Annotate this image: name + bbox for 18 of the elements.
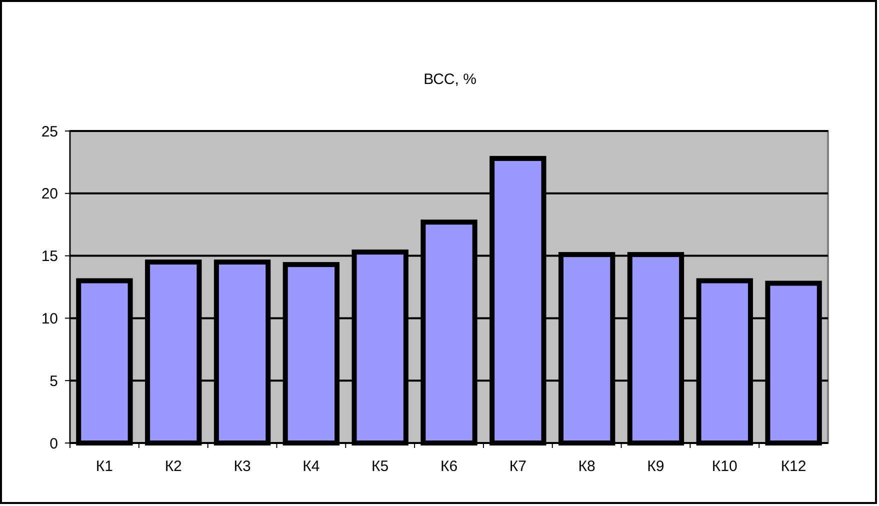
y-tick-label: 5 [50, 372, 58, 390]
y-tick-label: 20 [41, 186, 58, 203]
x-tick-label: К9 [647, 458, 664, 475]
x-tick-label: К5 [372, 458, 389, 475]
x-tick-label: К6 [440, 458, 458, 475]
x-tick-label: К4 [302, 458, 320, 475]
x-tick-label: К2 [164, 458, 182, 475]
x-tick-label: К7 [509, 458, 526, 475]
x-tick-label: К8 [578, 458, 596, 475]
chart-title: ВСС, % [424, 71, 476, 88]
y-tick-label: 25 [41, 123, 58, 140]
y-tick-label: 10 [41, 310, 58, 328]
x-tick-label: К1 [96, 458, 113, 475]
y-tick-label: 15 [41, 248, 58, 266]
x-tick-label: К12 [780, 458, 806, 475]
x-tick-label: К3 [234, 458, 251, 475]
x-tick-label: К10 [712, 458, 738, 475]
y-tick-label: 0 [50, 435, 58, 452]
